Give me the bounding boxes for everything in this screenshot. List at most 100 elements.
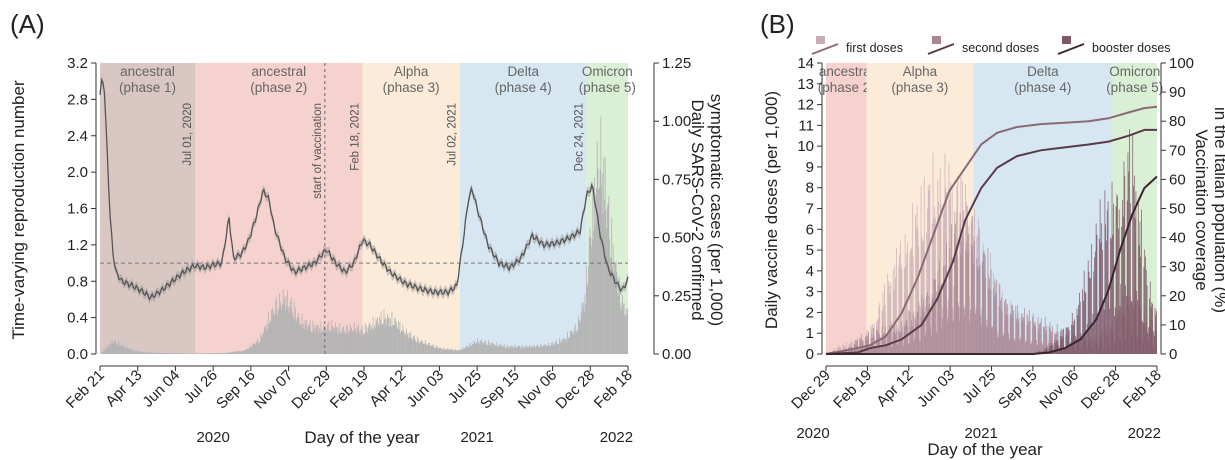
daily-case-bar	[521, 345, 523, 354]
daily-dose-bar	[1048, 326, 1050, 354]
daily-case-bar	[453, 350, 455, 354]
daily-case-bar	[478, 341, 480, 354]
daily-dose-bar	[895, 277, 897, 354]
phase-label: Alpha	[394, 64, 429, 79]
daily-dose-bar	[977, 269, 979, 354]
daily-case-bar	[159, 352, 161, 354]
daily-dose-bar	[1056, 323, 1058, 354]
daily-case-bar	[458, 349, 460, 354]
daily-case-bar	[267, 328, 269, 354]
daily-dose-bar	[981, 325, 982, 354]
daily-dose-bar	[1079, 292, 1080, 354]
phase-sublabel: (phase 2)	[818, 80, 875, 95]
daily-case-bar	[596, 141, 598, 354]
daily-dose-bar	[1090, 243, 1092, 354]
daily-dose-bar	[1031, 342, 1033, 354]
daily-case-bar	[307, 330, 309, 354]
daily-case-bar	[410, 331, 412, 354]
phase-band	[826, 63, 867, 354]
daily-case-bar	[234, 351, 235, 354]
daily-dose-bar	[903, 326, 905, 354]
daily-case-bar	[182, 353, 184, 354]
daily-case-bar	[237, 351, 238, 354]
daily-case-bar	[210, 353, 212, 354]
daily-case-bar	[462, 347, 464, 354]
daily-case-bar	[573, 326, 575, 354]
daily-case-bar	[340, 333, 342, 354]
daily-case-bar	[124, 347, 126, 354]
daily-case-bar	[594, 224, 596, 354]
daily-case-bar	[598, 187, 600, 354]
daily-case-bar	[106, 347, 108, 354]
daily-dose-bar	[1050, 345, 1052, 354]
annotation-label: Jul 01, 2020	[182, 103, 194, 166]
daily-dose-bar	[1100, 242, 1102, 354]
daily-case-bar	[545, 344, 547, 354]
daily-dose-bar	[1098, 317, 1099, 354]
y2-tick-label: 10	[1169, 317, 1186, 334]
y-tick-label: 8	[806, 180, 814, 197]
daily-case-bar	[515, 347, 517, 354]
daily-case-bar	[389, 326, 391, 354]
daily-case-bar	[279, 301, 281, 354]
daily-case-bar	[297, 316, 299, 354]
daily-dose-bar	[1153, 331, 1154, 354]
daily-case-bar	[137, 351, 139, 354]
daily-dose-bar	[960, 254, 962, 354]
daily-dose-bar	[1018, 318, 1020, 354]
daily-dose-bar	[1122, 216, 1124, 354]
daily-case-bar	[314, 332, 316, 354]
daily-case-bar	[308, 325, 310, 354]
daily-case-bar	[547, 345, 549, 354]
daily-case-bar	[318, 332, 320, 354]
daily-dose-bar	[938, 260, 940, 354]
daily-dose-bar	[1074, 319, 1076, 354]
daily-case-bar	[310, 330, 312, 354]
daily-dose-bar	[851, 346, 853, 354]
daily-dose-bar	[890, 282, 892, 354]
daily-case-bar	[217, 353, 219, 354]
daily-dose-bar	[956, 252, 958, 354]
daily-case-bar	[236, 351, 238, 354]
daily-dose-bar	[927, 306, 929, 354]
daily-dose-bar	[874, 347, 876, 354]
daily-dose-bar	[1093, 271, 1095, 354]
daily-case-bar	[167, 352, 169, 354]
daily-dose-bar	[892, 345, 893, 354]
daily-case-bar	[152, 352, 154, 354]
daily-case-bar	[405, 333, 407, 354]
daily-case-bar	[368, 325, 370, 354]
daily-case-bar	[213, 353, 214, 354]
legend-swatch	[816, 36, 825, 44]
daily-dose-bar	[1055, 342, 1056, 354]
daily-dose-bar	[1080, 333, 1082, 354]
daily-case-bar	[189, 353, 191, 354]
x-tick-label: Feb 18	[1120, 367, 1165, 412]
daily-dose-bar	[838, 345, 840, 354]
daily-case-bar	[299, 325, 301, 354]
y-tick-label: 1	[806, 325, 814, 342]
daily-case-bar	[531, 347, 533, 354]
daily-dose-bar	[965, 250, 967, 354]
daily-dose-bar	[904, 323, 906, 354]
daily-case-bar	[311, 332, 313, 354]
daily-case-bar	[202, 353, 204, 354]
daily-case-bar	[290, 297, 292, 354]
daily-dose-bar	[1001, 297, 1002, 354]
daily-dose-bar	[892, 329, 893, 354]
daily-dose-bar	[925, 298, 927, 354]
daily-case-bar	[107, 344, 109, 354]
x-tick-label: Nov 06	[1036, 367, 1082, 413]
daily-dose-bar	[1120, 284, 1122, 354]
daily-dose-bar	[1005, 299, 1006, 354]
daily-case-bar	[461, 348, 462, 354]
daily-case-bar	[269, 322, 271, 354]
daily-case-bar	[360, 329, 362, 354]
daily-dose-bar	[873, 335, 875, 354]
daily-case-bar	[378, 325, 380, 354]
daily-case-bar	[100, 353, 102, 354]
daily-dose-bar	[889, 293, 891, 354]
y-tick-label: 2.0	[67, 164, 88, 181]
daily-dose-bar	[964, 315, 966, 354]
panel-a-x-axis-label: Day of the year	[304, 428, 420, 447]
